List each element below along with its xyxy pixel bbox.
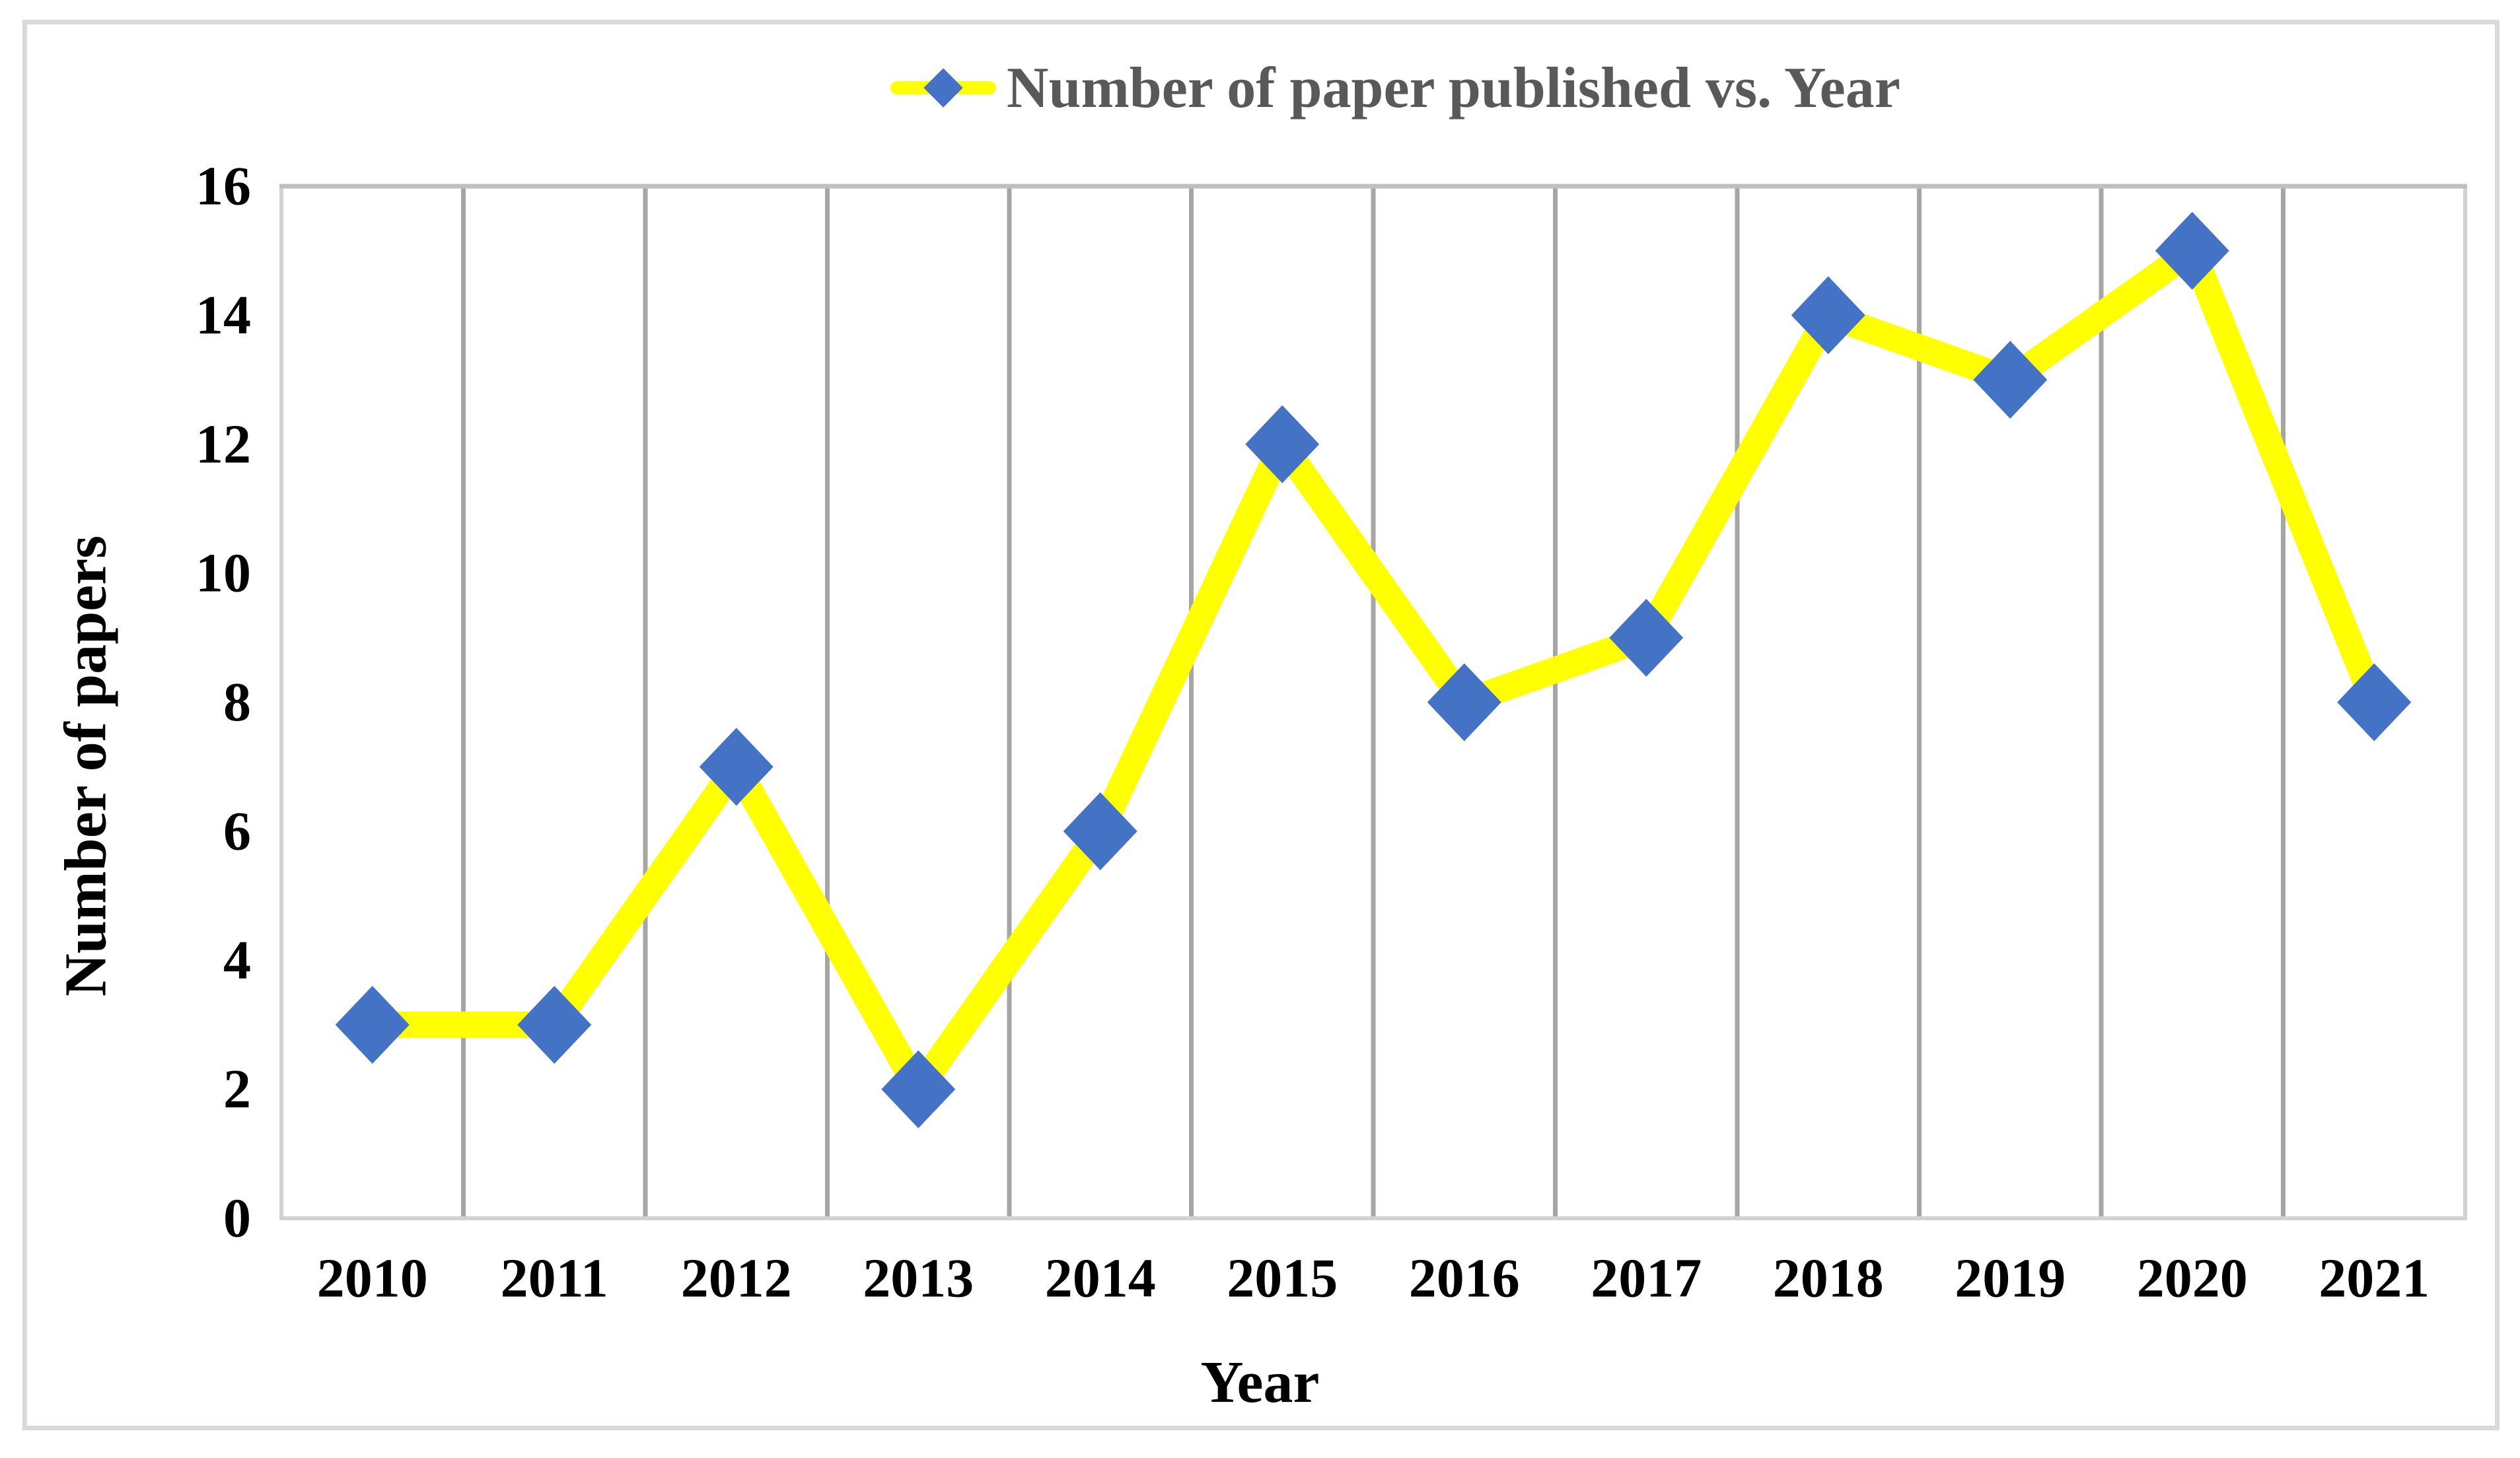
legend: Number of paper published vs. Year [890, 48, 1900, 127]
data-point-marker [1063, 792, 1137, 870]
x-tick-label: 2015 [1227, 1248, 1338, 1309]
x-tick-label: 2012 [681, 1248, 792, 1309]
x-tick-label: 2019 [1955, 1248, 2066, 1309]
x-tick-label: 2017 [1591, 1248, 1702, 1309]
chart-outer-border [22, 20, 2500, 1430]
legend-label: Number of paper published vs. Year [1007, 55, 1900, 120]
data-point-marker [699, 728, 774, 806]
y-tick-label: 14 [196, 285, 251, 346]
data-point-marker [1245, 405, 1320, 483]
x-tick-label: 2013 [863, 1248, 974, 1309]
y-tick-label: 8 [223, 672, 251, 733]
x-tick-label: 2014 [1045, 1248, 1156, 1309]
data-point-marker [1791, 276, 1865, 355]
x-tick-label: 2018 [1773, 1248, 1884, 1309]
legend-key [890, 68, 996, 108]
series-line [359, 237, 2388, 1103]
x-axis-title: Year [1200, 1350, 1320, 1415]
x-tick-label: 2021 [2319, 1248, 2430, 1309]
data-point-marker [2337, 663, 2412, 742]
data-point-marker [1427, 663, 1501, 742]
y-tick-label: 0 [223, 1188, 251, 1249]
y-tick-label: 2 [223, 1059, 251, 1120]
y-axis-title: Number of papers [53, 535, 119, 997]
y-tick-label: 10 [196, 543, 251, 604]
x-tick-label: 2010 [317, 1248, 428, 1309]
x-tick-label: 2011 [501, 1248, 608, 1309]
data-point-marker [881, 1050, 956, 1128]
x-tick-label: 2016 [1409, 1248, 1520, 1309]
y-tick-label: 16 [196, 156, 251, 217]
y-tick-label: 12 [196, 413, 251, 475]
data-point-marker [1609, 598, 1684, 677]
data-point-marker [517, 985, 592, 1064]
data-point-marker [2155, 211, 2229, 290]
data-point-marker [1973, 341, 2048, 419]
data-point-marker [335, 985, 410, 1064]
y-tick-label: 6 [223, 800, 251, 862]
y-tick-label: 4 [223, 930, 251, 991]
x-tick-label: 2020 [2137, 1248, 2248, 1309]
